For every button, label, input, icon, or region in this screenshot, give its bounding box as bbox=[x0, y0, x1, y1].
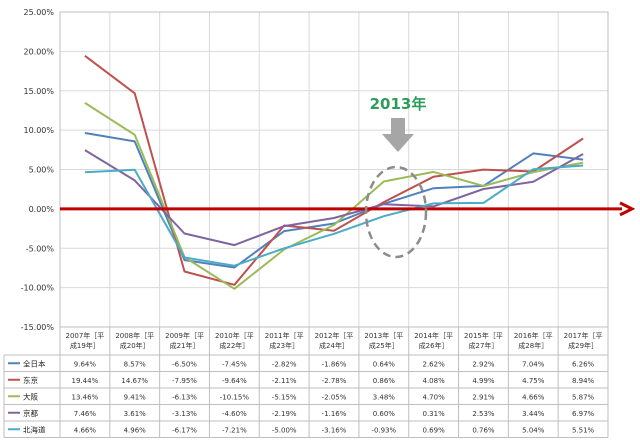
x-category-label: 2013年［平成25年］ bbox=[364, 331, 403, 350]
legend-entry: 全日本 bbox=[23, 358, 46, 368]
data-table: 2007年［平成19年］ 2008年［平成20年］ 2009年［平成21年］ 2010… bbox=[3, 326, 609, 438]
data-label: -2.11% bbox=[272, 377, 297, 385]
data-label: 9.41% bbox=[124, 393, 147, 401]
annotation-2013: 2013年 bbox=[364, 95, 428, 259]
data-label: 8.57% bbox=[124, 360, 147, 368]
down-arrow-icon bbox=[382, 118, 414, 152]
x-category-label: 2008年［平成20年］ bbox=[115, 331, 154, 350]
data-label: -5.00% bbox=[272, 426, 297, 434]
y-axis-tick-labels: 25.00% 20.00% 15.00% 10.00% 5.00% 0.00% -5.00%… bbox=[21, 8, 55, 332]
data-label: 5.51% bbox=[572, 426, 595, 434]
data-label: 4.66% bbox=[522, 393, 545, 401]
data-label: 0.31% bbox=[423, 410, 446, 418]
data-label: 0.64% bbox=[373, 360, 396, 368]
data-label: 3.48% bbox=[373, 393, 396, 401]
data-label: -7.95% bbox=[172, 377, 197, 385]
zero-line-arrow-icon bbox=[619, 201, 636, 217]
data-label: -0.93% bbox=[371, 426, 396, 434]
data-label: -2.19% bbox=[272, 410, 297, 418]
legend-entry: 京都 bbox=[23, 408, 38, 418]
data-label: 4.70% bbox=[423, 393, 446, 401]
data-label: -9.64% bbox=[222, 377, 247, 385]
data-label: -6.50% bbox=[172, 360, 197, 368]
data-label: -6.13% bbox=[172, 393, 197, 401]
y-tick-label: 20.00% bbox=[23, 47, 54, 56]
y-tick-label: -15.00% bbox=[21, 323, 55, 332]
data-label: 9.64% bbox=[74, 360, 97, 368]
x-category-label: 2009年［平成21年］ bbox=[165, 331, 204, 350]
data-label: -2.05% bbox=[322, 393, 347, 401]
series-line-0 bbox=[84, 132, 584, 269]
data-label: -7.21% bbox=[222, 426, 247, 434]
series-lines bbox=[84, 55, 584, 290]
data-label: 4.66% bbox=[74, 426, 97, 434]
data-label: -4.60% bbox=[222, 410, 247, 418]
highlight-ellipse bbox=[364, 165, 428, 259]
data-label: -3.13% bbox=[172, 410, 197, 418]
x-category-label: 2010年［平成22年］ bbox=[215, 331, 254, 350]
data-label: 2.62% bbox=[423, 360, 446, 368]
data-label: 2.91% bbox=[472, 393, 495, 401]
y-tick-label: -5.00% bbox=[26, 244, 55, 253]
data-label: -5.15% bbox=[272, 393, 297, 401]
x-category-label: 2007年［平成19年］ bbox=[65, 331, 104, 350]
data-label: 4.08% bbox=[423, 377, 446, 385]
y-tick-label: 15.00% bbox=[23, 87, 54, 96]
data-label: -2.82% bbox=[272, 360, 297, 368]
legend-entry: 东京 bbox=[23, 375, 38, 385]
data-label: -1.86% bbox=[322, 360, 347, 368]
x-category-label: 2012年［平成24年］ bbox=[315, 331, 354, 350]
series-line-1 bbox=[84, 55, 584, 286]
data-label: 7.04% bbox=[522, 360, 545, 368]
data-label: 8.94% bbox=[572, 377, 595, 385]
data-label: -1.16% bbox=[322, 410, 347, 418]
data-label: -7.45% bbox=[222, 360, 247, 368]
data-label: 0.86% bbox=[373, 377, 396, 385]
data-label: 0.69% bbox=[423, 426, 446, 434]
x-category-label: 2011年［平成23年］ bbox=[265, 331, 304, 350]
data-label: 6.26% bbox=[572, 360, 595, 368]
y-tick-label: 0.00% bbox=[29, 205, 55, 214]
data-label: 4.75% bbox=[522, 377, 545, 385]
data-label: -3.16% bbox=[322, 426, 347, 434]
data-label: 5.04% bbox=[522, 426, 545, 434]
y-tick-label: 10.00% bbox=[23, 126, 54, 135]
data-label: -10.15% bbox=[220, 393, 250, 401]
data-label: 7.46% bbox=[74, 410, 97, 418]
y-tick-label: 25.00% bbox=[23, 8, 54, 17]
data-label: 5.87% bbox=[572, 393, 595, 401]
annotation-label: 2013年 bbox=[370, 95, 427, 113]
data-label: 3.61% bbox=[124, 410, 147, 418]
data-label: 2.53% bbox=[472, 410, 495, 418]
data-label: 3.44% bbox=[522, 410, 545, 418]
data-label: 14.67% bbox=[121, 377, 148, 385]
series-line-3 bbox=[84, 149, 584, 247]
y-tick-label: 5.00% bbox=[29, 166, 55, 175]
x-category-label: 2017年［平成29年］ bbox=[564, 331, 603, 350]
data-label: -6.17% bbox=[172, 426, 197, 434]
data-label: 6.97% bbox=[572, 410, 595, 418]
gridlines bbox=[59, 11, 609, 328]
legend-entry: 大阪 bbox=[23, 391, 38, 401]
data-label: 2.92% bbox=[472, 360, 495, 368]
y-tick-label: -10.00% bbox=[21, 284, 55, 293]
data-label: -2.78% bbox=[322, 377, 347, 385]
data-label: 4.99% bbox=[472, 377, 495, 385]
legend-entry: 北海道 bbox=[23, 424, 46, 434]
x-category-label: 2014年［平成26年］ bbox=[414, 331, 453, 350]
data-label: 19.44% bbox=[72, 377, 99, 385]
x-category-label: 2015年［平成27年］ bbox=[464, 331, 503, 350]
x-category-label: 2016年［平成28年］ bbox=[514, 331, 553, 350]
data-label: 4.96% bbox=[124, 426, 147, 434]
data-label: 0.60% bbox=[373, 410, 396, 418]
zero-axis bbox=[60, 201, 636, 217]
data-label: 13.46% bbox=[72, 393, 99, 401]
series-line-4 bbox=[84, 164, 584, 267]
data-label: 0.76% bbox=[472, 426, 495, 434]
